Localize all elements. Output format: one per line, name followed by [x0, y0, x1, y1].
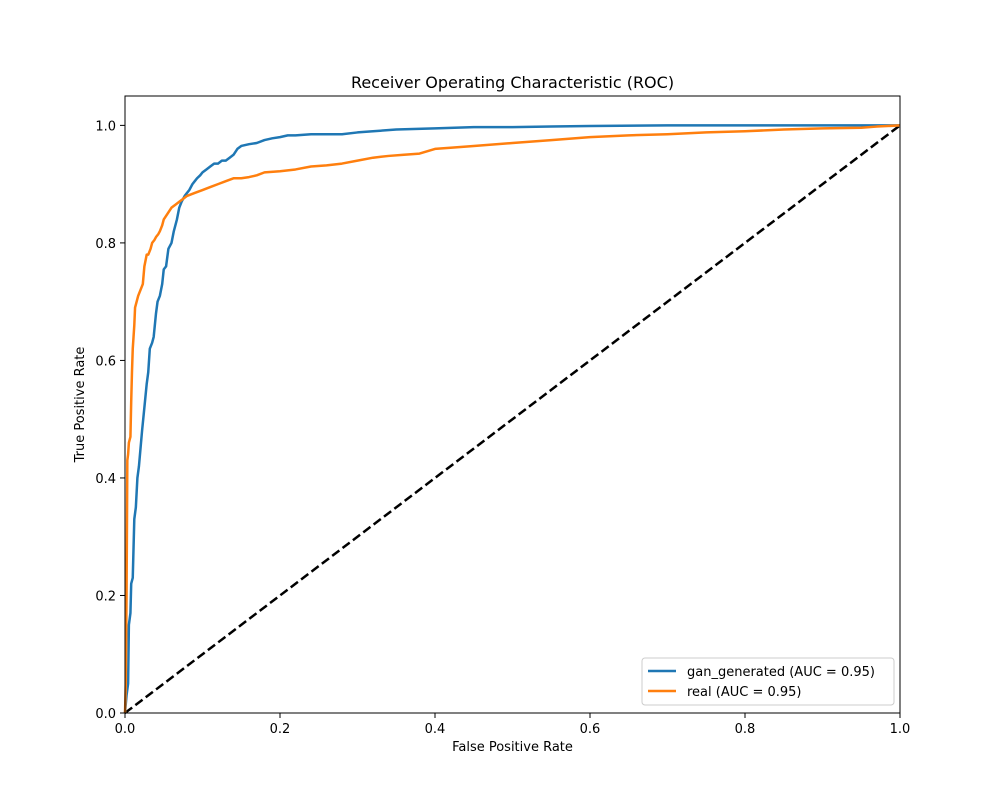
series-line-chance-diagonal	[124, 124, 901, 714]
y-axis-label: True Positive Rate	[73, 347, 88, 464]
axes-frame	[124, 95, 901, 714]
x-tick-label: 0.0	[115, 722, 136, 737]
series-layer	[123, 124, 901, 714]
y-tick-label: 0.2	[95, 589, 116, 604]
chart-title: Receiver Operating Characteristic (ROC)	[351, 73, 674, 92]
y-axis-ticks: 0.0 0.2 0.4 0.6 0.8 1.0	[95, 119, 125, 722]
x-tick-label: 0.6	[580, 722, 601, 737]
y-tick-label: 0.0	[95, 707, 116, 722]
legend-label-gan-generated: gan_generated (AUC = 0.95)	[687, 665, 875, 680]
y-tick-label: 0.6	[95, 354, 116, 369]
x-axis-label: False Positive Rate	[452, 740, 573, 755]
x-tick-label: 0.8	[735, 722, 756, 737]
y-tick-label: 0.8	[95, 237, 116, 252]
x-tick-label: 0.4	[425, 722, 446, 737]
x-axis-ticks: 0.0 0.2 0.4 0.6 0.8 1.0	[115, 713, 911, 737]
series-line-gan-generated	[123, 124, 900, 714]
legend-label-real: real (AUC = 0.95)	[687, 685, 802, 700]
plot-area	[123, 95, 901, 714]
legend: gan_generated (AUC = 0.95) real (AUC = 0…	[641, 657, 895, 706]
legend-box	[641, 657, 895, 706]
y-tick-label: 1.0	[95, 119, 116, 134]
x-tick-label: 0.2	[270, 722, 291, 737]
x-tick-label: 1.0	[890, 722, 911, 737]
y-tick-label: 0.4	[95, 472, 116, 487]
series-line-real	[123, 124, 901, 714]
